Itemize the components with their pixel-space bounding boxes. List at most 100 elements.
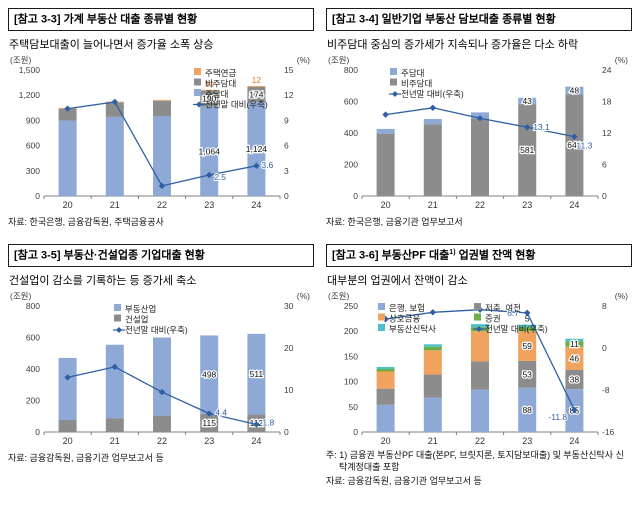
legend-label: 비주담대	[205, 78, 236, 88]
axes: 0 200 400 600 800 0 10 20 30 (조원) (%) 20 21 22 23 24	[10, 291, 310, 446]
svg-text:30: 30	[284, 301, 294, 311]
svg-text:6: 6	[602, 159, 607, 169]
report-page: [참고 3-3] 가계 부동산 대출 종류별 현황 주택담보대출이 늘어나면서 …	[8, 8, 632, 487]
svg-text:400: 400	[26, 364, 40, 374]
svg-text:511: 511	[250, 369, 264, 379]
svg-text:43: 43	[522, 96, 532, 106]
chart-realestate-construction-industry-loans: 0 200 400 600 800 0 10 20 30 (조원) (%) 20 21 22 23 24 115…	[10, 291, 310, 446]
svg-text:13.1: 13.1	[533, 122, 550, 132]
line-series: 2.5 3.6	[64, 98, 274, 190]
bars	[58, 85, 266, 196]
svg-text:20: 20	[63, 200, 73, 210]
legend-box-swatch	[474, 302, 481, 310]
legend-label: 전년말 대비(우축)	[485, 324, 548, 334]
svg-text:0: 0	[284, 191, 289, 201]
svg-text:(%): (%)	[297, 55, 310, 65]
bar-labels: 888553385946115	[521, 313, 580, 417]
svg-text:2.5: 2.5	[214, 172, 226, 182]
svg-text:(조원): (조원)	[328, 291, 349, 301]
panel-household-loans: [참고 3-3] 가계 부동산 대출 종류별 현황 주택담보대출이 늘어나면서 …	[8, 8, 314, 228]
svg-text:24: 24	[251, 200, 261, 210]
svg-text:(%): (%)	[615, 55, 628, 65]
svg-text:23: 23	[522, 436, 532, 446]
legend-diamond-swatch	[392, 90, 398, 97]
line-marker-diamond	[429, 309, 436, 316]
svg-text:21: 21	[428, 436, 438, 446]
svg-text:9: 9	[284, 115, 289, 125]
svg-text:300: 300	[26, 166, 40, 176]
panel-title-text-rest: 업권별 잔액 현황	[455, 249, 536, 262]
panel-source: 자료: 한국은행, 금융감독원, 주택금융공사	[8, 216, 164, 227]
svg-text:38: 38	[570, 374, 580, 384]
svg-text:3.6: 3.6	[261, 160, 273, 170]
legend-box-swatch	[194, 88, 201, 96]
svg-text:200: 200	[344, 159, 358, 169]
panel-title: [참고 3-6] 부동산PF 대출1) 업권별 잔액 현황	[326, 243, 632, 267]
svg-text:1.8: 1.8	[262, 417, 274, 427]
svg-text:20: 20	[284, 343, 294, 353]
line-marker-diamond	[382, 315, 389, 323]
svg-text:8: 8	[602, 301, 607, 311]
panel-corporate-collateral-loans: [참고 3-4] 일반기업 부동산 담보대출 종류별 현황 비주담대 중심의 증…	[326, 8, 632, 228]
svg-text:22: 22	[475, 200, 485, 210]
svg-text:59: 59	[522, 341, 532, 351]
legend-label: 전년말 대비(우축)	[205, 99, 268, 109]
svg-text:(조원): (조원)	[10, 55, 31, 65]
svg-text:800: 800	[26, 301, 40, 311]
line-marker-diamond	[64, 374, 71, 381]
svg-text:(%): (%)	[615, 291, 628, 301]
panel-title: [참고 3-4] 일반기업 부동산 담보대출 종류별 현황	[326, 8, 632, 31]
legend-label: 저축, 여전	[485, 303, 521, 313]
panel-source: 자료: 한국은행, 금융기관 업무보고서	[326, 216, 463, 227]
legend-label: 주택연금	[205, 68, 236, 78]
svg-text:0: 0	[35, 191, 40, 201]
legend-box-swatch	[194, 67, 201, 75]
svg-text:20: 20	[63, 436, 73, 446]
svg-text:174: 174	[249, 89, 263, 99]
svg-text:6.7: 6.7	[507, 308, 519, 318]
svg-text:12: 12	[602, 128, 612, 138]
svg-text:22: 22	[157, 436, 167, 446]
svg-text:190: 190	[202, 94, 216, 104]
legend-diamond-swatch	[476, 325, 482, 332]
legend-label: 부동산신탁사	[389, 324, 436, 334]
panel-subtitle: 대부분의 업권에서 잔액이 감소	[327, 274, 468, 287]
panel-realestate-construction-loans: [참고 3-5] 부동산·건설업종 기업대출 현황 건설업이 감소를 기록하는 …	[8, 243, 314, 487]
svg-text:24: 24	[602, 65, 612, 75]
svg-text:48: 48	[570, 85, 580, 95]
panel-source: 자료: 금융감독원, 금융기관 업무보고서 등	[8, 452, 164, 463]
legend-box-swatch	[390, 67, 397, 75]
line-marker-diamond	[571, 133, 578, 140]
panel-title-text: [참고 3-3] 가계 부동산 대출 종류별 현황	[14, 13, 198, 26]
panel-title-text: [참고 3-6] 부동산PF 대출	[332, 249, 450, 262]
legend-label: 주담대	[205, 89, 228, 99]
svg-text:250: 250	[344, 301, 358, 311]
svg-text:0: 0	[284, 427, 289, 437]
svg-text:24: 24	[251, 436, 261, 446]
legend-box-swatch	[194, 78, 201, 86]
line-marker-diamond	[111, 98, 118, 106]
svg-text:24: 24	[569, 200, 579, 210]
svg-text:18: 18	[602, 96, 612, 106]
chart-pf-loan-balance-by-sector: 0 50 100 150 200 250 -16 -8 0 8 (조원) (%) 20 21 22 23 24 8…	[328, 291, 628, 446]
svg-text:20: 20	[381, 436, 391, 446]
axes: 0 200 400 600 800 0 6 12 18 24 (조원) (%) 20 21 22 23 24	[328, 55, 628, 210]
svg-text:1,064: 1,064	[199, 146, 221, 156]
panel-subtitle: 건설업이 감소를 기록하는 등 증가세 축소	[9, 274, 197, 287]
bar-labels: 581 646 43 48	[519, 84, 583, 156]
bars	[376, 86, 584, 196]
legend-label: 부동산업	[125, 304, 156, 314]
svg-text:200: 200	[26, 395, 40, 405]
legend-diamond-swatch	[116, 326, 122, 333]
line-marker-diamond	[111, 363, 118, 371]
svg-text:23: 23	[204, 436, 214, 446]
legend-box-swatch	[378, 313, 385, 321]
line-marker-diamond	[158, 182, 166, 190]
svg-text:4.4: 4.4	[215, 407, 227, 417]
svg-text:22: 22	[475, 436, 485, 446]
svg-text:15: 15	[284, 65, 294, 75]
svg-text:23: 23	[522, 200, 532, 210]
svg-text:150: 150	[344, 351, 358, 361]
